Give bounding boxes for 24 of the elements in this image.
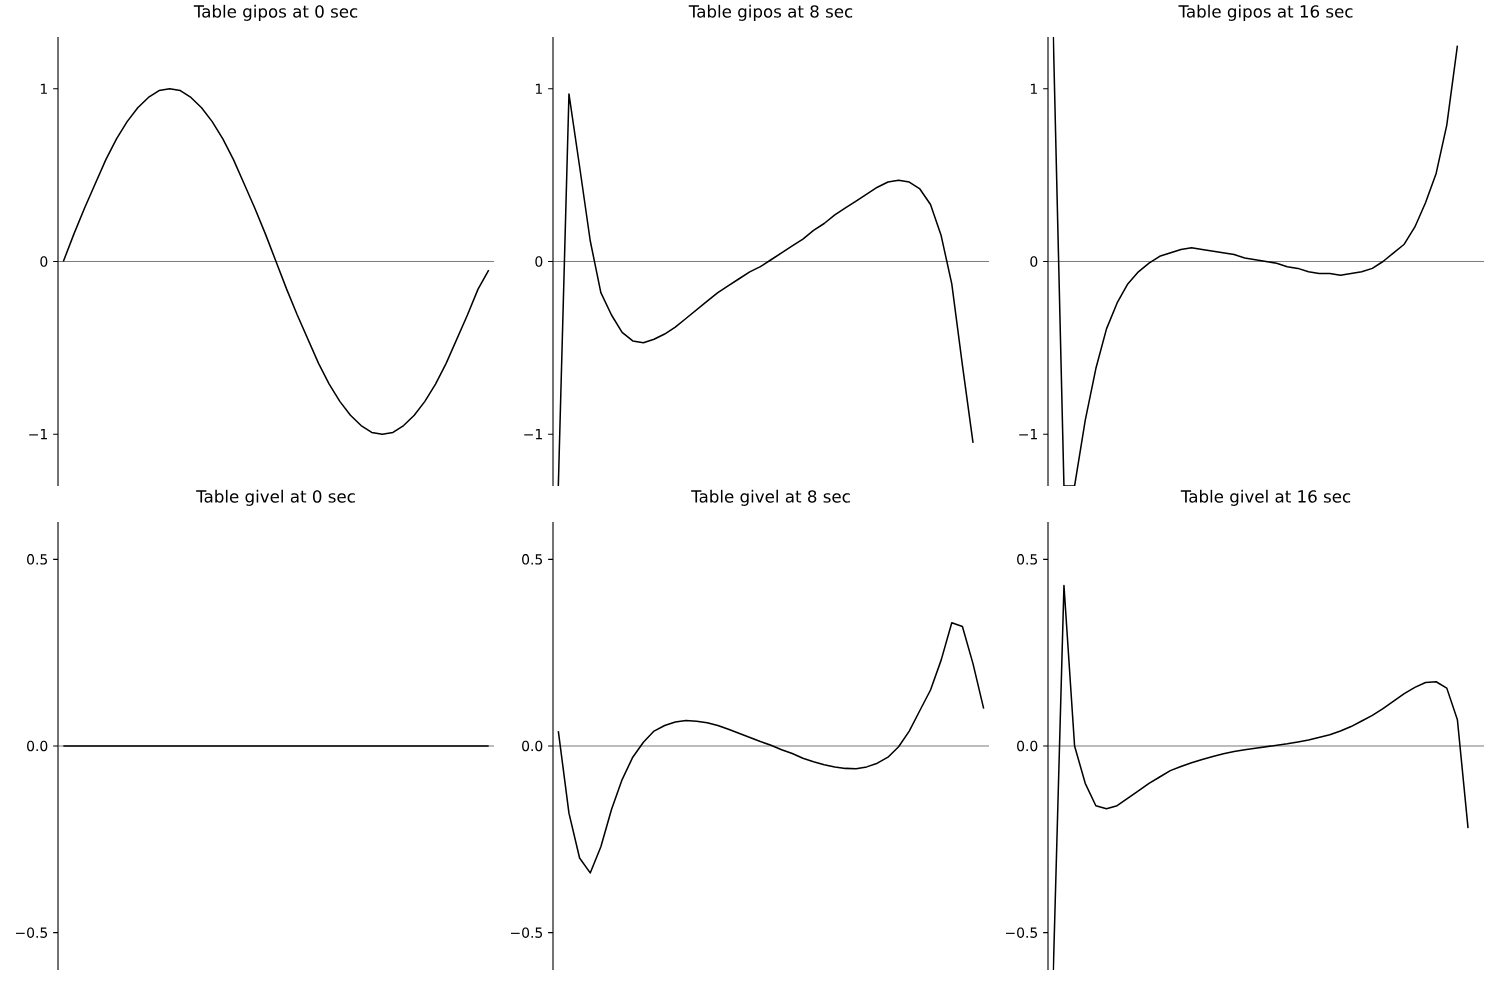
y-tick-label: 1 — [535, 83, 542, 94]
chart-title: Table gipos at 0 sec — [193, 4, 358, 21]
chart-title: Table gipos at 8 sec — [688, 4, 853, 21]
y-tick-label: 0.5 — [522, 554, 543, 565]
y-tick-label: 0.0 — [522, 740, 543, 752]
y-tick-label: 0 — [535, 256, 543, 267]
y-tick-label: 0.0 — [27, 740, 48, 752]
y-tick-label: 0.5 — [27, 554, 48, 565]
y-tick-label: −1 — [524, 429, 542, 440]
y-tick-label: 0 — [1030, 256, 1038, 267]
chart-title: Table gipos at 16 sec — [1178, 4, 1353, 21]
y-tick-label: −0.5 — [510, 927, 543, 938]
y-tick-label: −1 — [1019, 429, 1037, 440]
y-tick-label: −0.5 — [1005, 927, 1038, 938]
y-tick-label: −1 — [29, 429, 47, 440]
chart-title: Table givel at 16 sec — [1180, 489, 1351, 506]
y-tick-label: 0.0 — [1017, 740, 1038, 752]
y-tick-label: −0.5 — [16, 927, 48, 938]
y-tick-label: 1 — [1030, 83, 1037, 94]
chart-title: Table givel at 0 sec — [196, 489, 355, 506]
y-tick-label: 0 — [40, 256, 48, 267]
y-tick-label: 0.5 — [1017, 554, 1038, 565]
y-tick-label: 1 — [40, 83, 47, 94]
chart-title: Table givel at 8 sec — [691, 489, 850, 506]
